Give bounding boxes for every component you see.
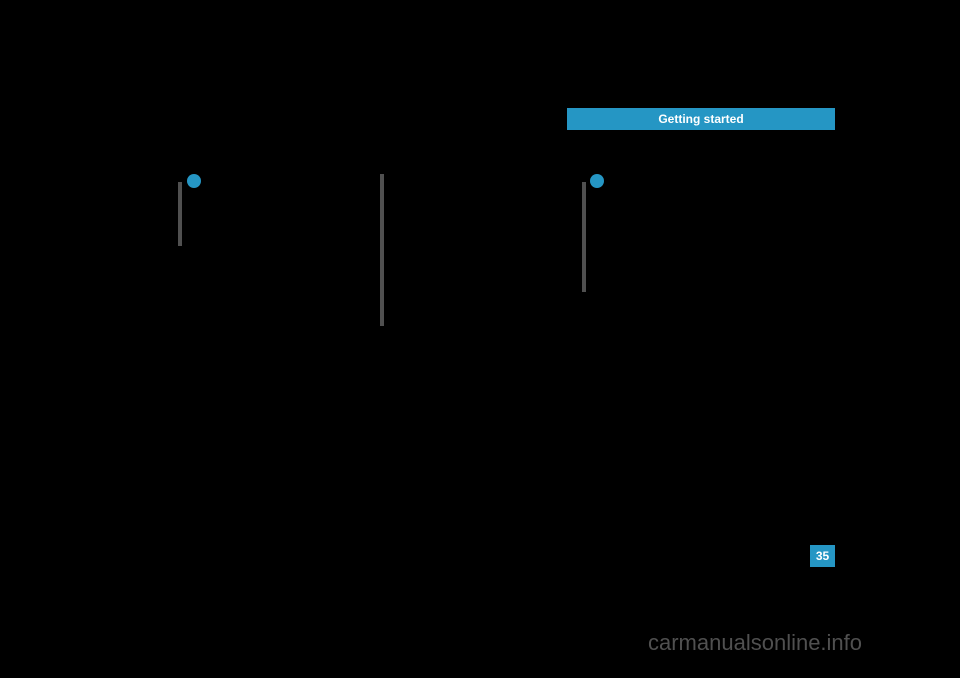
info-icon — [590, 174, 604, 188]
page-number: 35 — [810, 545, 835, 567]
section-header-tab: Getting started — [567, 108, 835, 130]
callout-bar — [582, 182, 586, 292]
info-icon — [187, 174, 201, 188]
callout-bar — [178, 182, 182, 246]
callout-bar — [380, 174, 384, 326]
watermark-text: carmanualsonline.info — [648, 630, 862, 656]
